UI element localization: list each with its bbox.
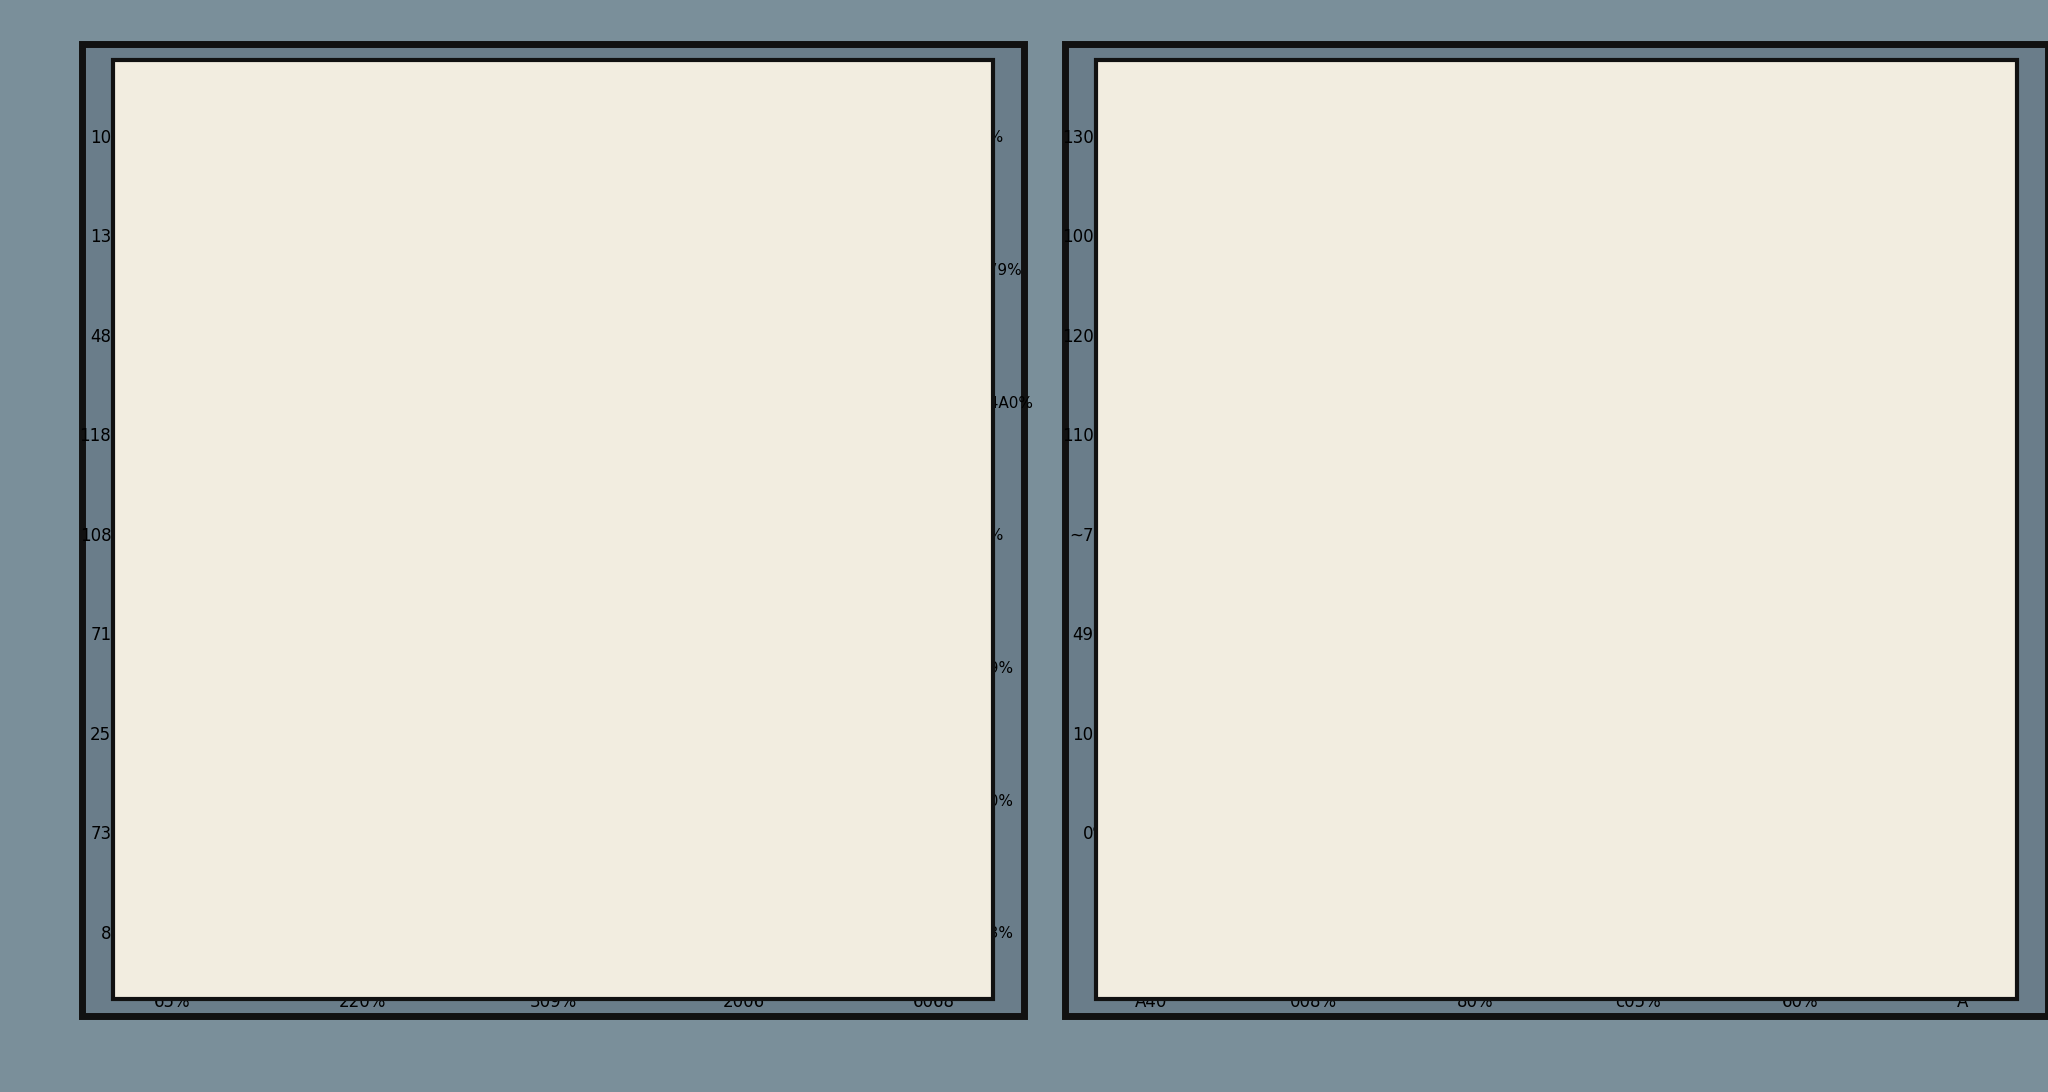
Text: 73%: 73%	[90, 826, 127, 843]
Text: 49%: 49%	[1073, 626, 1110, 644]
Text: ECOML'YOENTA: ECOML'YOENTA	[446, 104, 807, 145]
Text: 100%: 100%	[1063, 228, 1110, 246]
Polygon shape	[172, 382, 934, 934]
Text: 13%: 13%	[90, 228, 127, 246]
Text: 118%: 118%	[80, 427, 127, 446]
Text: 10%: 10%	[1073, 726, 1110, 744]
Text: 0%: 0%	[1083, 826, 1110, 843]
Text: 10%: 10%	[90, 129, 127, 146]
Text: 71%: 71%	[90, 626, 127, 644]
Text: 8%: 8%	[100, 925, 127, 942]
Text: S4A0%: S4A0%	[979, 395, 1032, 411]
Text: 99%: 99%	[979, 661, 1014, 676]
Text: UMGEE DATA: UMGEE DATA	[1444, 104, 1747, 145]
Text: 0%: 0%	[979, 130, 1004, 145]
Text: 9%: 9%	[979, 529, 1004, 543]
Polygon shape	[1151, 138, 1962, 934]
Text: ~7%: ~7%	[1069, 526, 1110, 545]
Text: 03%: 03%	[979, 926, 1014, 941]
Text: 48%: 48%	[90, 328, 127, 346]
Text: S0%: S0%	[979, 794, 1014, 808]
Text: 120%: 120%	[1061, 328, 1110, 346]
Text: 25%: 25%	[90, 726, 127, 744]
Text: 108%: 108%	[80, 526, 127, 545]
Text: JURE TP: JURE TP	[446, 258, 580, 287]
Text: 110%: 110%	[1061, 427, 1110, 446]
Text: 379%: 379%	[979, 263, 1022, 277]
Text: 130%: 130%	[1061, 129, 1110, 146]
Text: 0: 0	[1098, 925, 1110, 942]
